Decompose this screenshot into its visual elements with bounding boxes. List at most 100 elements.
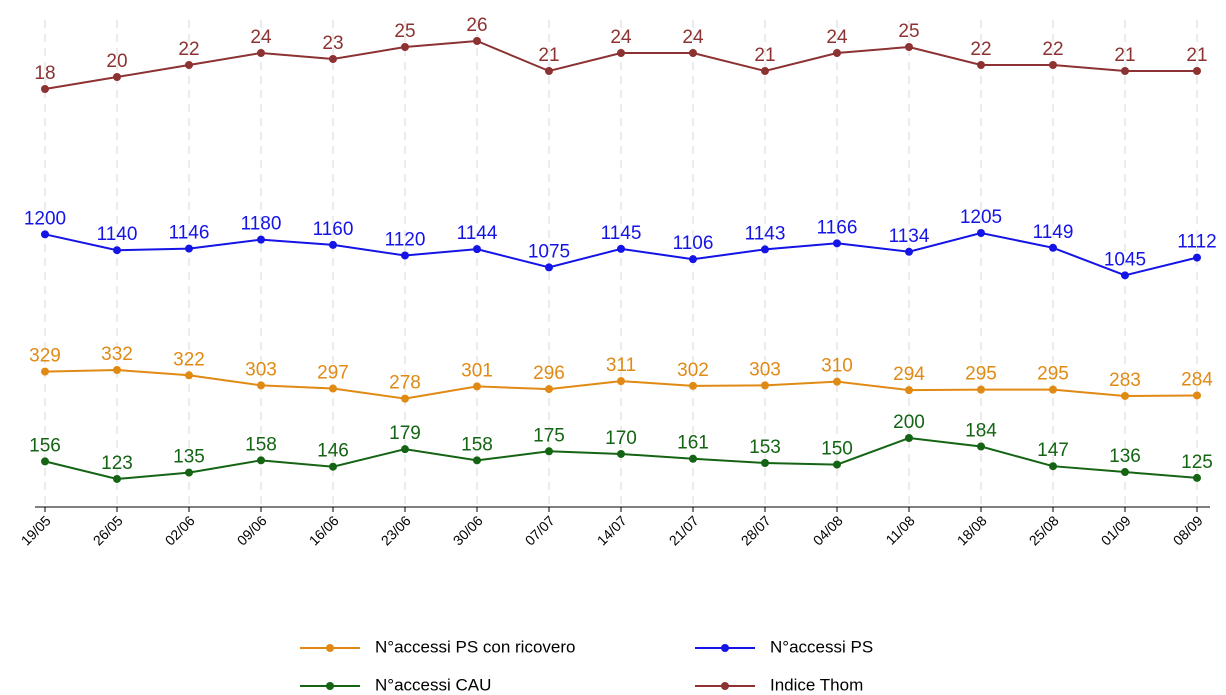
point xyxy=(185,468,193,477)
x-tick-label: 01/09 xyxy=(1098,512,1134,548)
point xyxy=(545,67,553,75)
data-label: 303 xyxy=(749,359,781,380)
point xyxy=(185,61,193,69)
point xyxy=(41,230,49,239)
point xyxy=(1121,468,1129,477)
data-label: 294 xyxy=(893,364,925,385)
point xyxy=(257,235,265,244)
data-label: 161 xyxy=(677,433,709,454)
point xyxy=(41,85,49,93)
point xyxy=(113,474,121,483)
data-label: 1146 xyxy=(169,223,210,244)
x-tick-label: 18/08 xyxy=(954,512,990,548)
data-label: 125 xyxy=(1181,452,1213,473)
x-tick-label: 19/05 xyxy=(18,512,54,548)
data-label: 170 xyxy=(605,428,637,449)
data-label: 295 xyxy=(965,364,997,385)
data-label: 24 xyxy=(610,27,632,48)
data-label: 22 xyxy=(178,39,199,60)
point xyxy=(689,255,697,264)
point xyxy=(1121,67,1129,75)
point xyxy=(761,67,769,75)
point xyxy=(977,229,985,237)
data-label: 135 xyxy=(173,447,205,468)
data-label: 24 xyxy=(682,27,704,48)
point xyxy=(329,240,337,249)
point xyxy=(833,460,841,469)
data-label: 1112 xyxy=(1177,232,1216,253)
x-tick-label: 08/09 xyxy=(1170,512,1206,548)
data-label: 23 xyxy=(322,33,343,54)
data-label: 26 xyxy=(466,15,487,36)
data-label: 184 xyxy=(965,421,997,442)
x-tick-label: 07/07 xyxy=(522,512,558,548)
data-label: 21 xyxy=(754,45,775,66)
data-label: 1120 xyxy=(385,229,426,250)
data-label: 200 xyxy=(893,412,925,433)
point xyxy=(401,445,409,454)
data-label: 303 xyxy=(245,359,277,380)
x-tick-label: 23/06 xyxy=(378,512,414,548)
point xyxy=(257,381,265,390)
x-tick-label: 14/07 xyxy=(594,512,630,548)
data-label: 322 xyxy=(173,349,205,370)
point xyxy=(905,43,913,51)
point xyxy=(473,456,481,465)
point xyxy=(689,454,697,463)
data-label: 20 xyxy=(106,51,127,72)
data-label: 302 xyxy=(677,360,709,381)
point xyxy=(41,367,49,376)
point xyxy=(473,245,481,254)
data-label: 158 xyxy=(245,434,277,455)
data-label: 153 xyxy=(749,437,781,458)
point xyxy=(617,377,625,386)
point xyxy=(41,457,49,466)
data-label: 1075 xyxy=(528,241,570,262)
legend-marker xyxy=(721,644,729,652)
data-label: 1145 xyxy=(601,223,642,244)
point xyxy=(401,43,409,51)
point xyxy=(257,49,265,57)
point xyxy=(1193,391,1201,400)
legend-marker xyxy=(721,682,729,690)
data-label: 175 xyxy=(533,425,565,446)
point xyxy=(833,239,841,248)
data-label: 1106 xyxy=(673,233,714,254)
data-label: 1166 xyxy=(817,217,858,238)
point xyxy=(905,247,913,256)
data-label: 297 xyxy=(317,363,349,384)
point xyxy=(329,384,337,393)
data-label: 24 xyxy=(826,27,848,48)
data-label: 146 xyxy=(317,441,349,462)
point xyxy=(545,447,553,456)
data-label: 21 xyxy=(1114,45,1135,66)
point xyxy=(545,263,553,272)
data-label: 329 xyxy=(29,346,61,367)
point xyxy=(185,371,193,380)
data-label: 310 xyxy=(821,356,853,377)
data-label: 136 xyxy=(1109,446,1141,467)
data-label: 1180 xyxy=(241,214,282,235)
x-tick-label: 21/07 xyxy=(666,512,702,548)
x-tick-label: 04/08 xyxy=(810,512,846,548)
x-tick-label: 09/06 xyxy=(234,512,270,548)
point xyxy=(977,442,985,451)
point xyxy=(185,244,193,253)
data-label: 296 xyxy=(533,363,565,384)
data-label: 1140 xyxy=(97,224,138,245)
data-label: 1143 xyxy=(745,223,786,244)
point xyxy=(329,55,337,63)
point xyxy=(977,385,985,394)
legend-label: N°accessi PS xyxy=(770,637,873,656)
legend-label: N°accessi PS con ricovero xyxy=(375,637,575,656)
x-tick-label: 02/06 xyxy=(162,512,198,548)
point xyxy=(617,49,625,57)
data-label: 22 xyxy=(1042,39,1063,60)
point xyxy=(617,449,625,458)
point xyxy=(1049,462,1057,471)
point xyxy=(473,37,481,45)
point xyxy=(761,245,769,254)
point xyxy=(1049,61,1057,69)
point xyxy=(473,382,481,391)
